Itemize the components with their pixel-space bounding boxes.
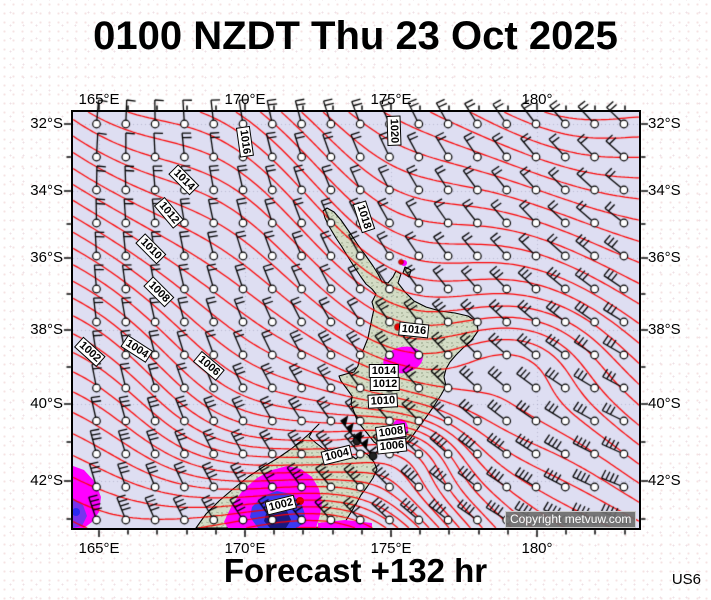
lat-axis-label-left: 42°S [30,472,63,489]
lat-axis-label-left: 32°S [30,115,63,132]
lon-axis-label-bottom: 170°E [224,540,266,557]
isobar-label: 1014 [368,364,400,378]
lat-axis-label-left: 36°S [30,249,63,266]
isobar-label: 1020 [386,115,402,147]
lon-axis-label-top: 175°E [370,91,412,108]
lon-axis-label-bottom: 175°E [370,540,412,557]
lat-axis-label-left: 34°S [30,182,63,199]
lon-axis-label-top: 170°E [224,91,266,108]
lat-axis-label-right: 36°S [648,249,681,266]
lat-axis-label-right: 42°S [648,472,681,489]
lon-axis-label-top: 180° [521,91,553,108]
copyright-watermark: Copyright metvuw.com [505,511,637,528]
lon-axis-label-bottom: 165°E [78,540,120,557]
lon-axis-label-top: 165°E [78,91,120,108]
lat-axis-label-right: 38°S [648,321,681,338]
isobar-label: 1012 [369,377,401,391]
lat-axis-label-left: 38°S [30,321,63,338]
lat-axis-label-right: 34°S [648,182,681,199]
isobar-label: 1010 [367,393,399,409]
lon-axis-label-bottom: 180° [521,540,553,557]
lat-axis-label-left: 40°S [30,395,63,412]
lat-axis-label-right: 32°S [648,115,681,132]
lat-axis-label-right: 40°S [648,395,681,412]
